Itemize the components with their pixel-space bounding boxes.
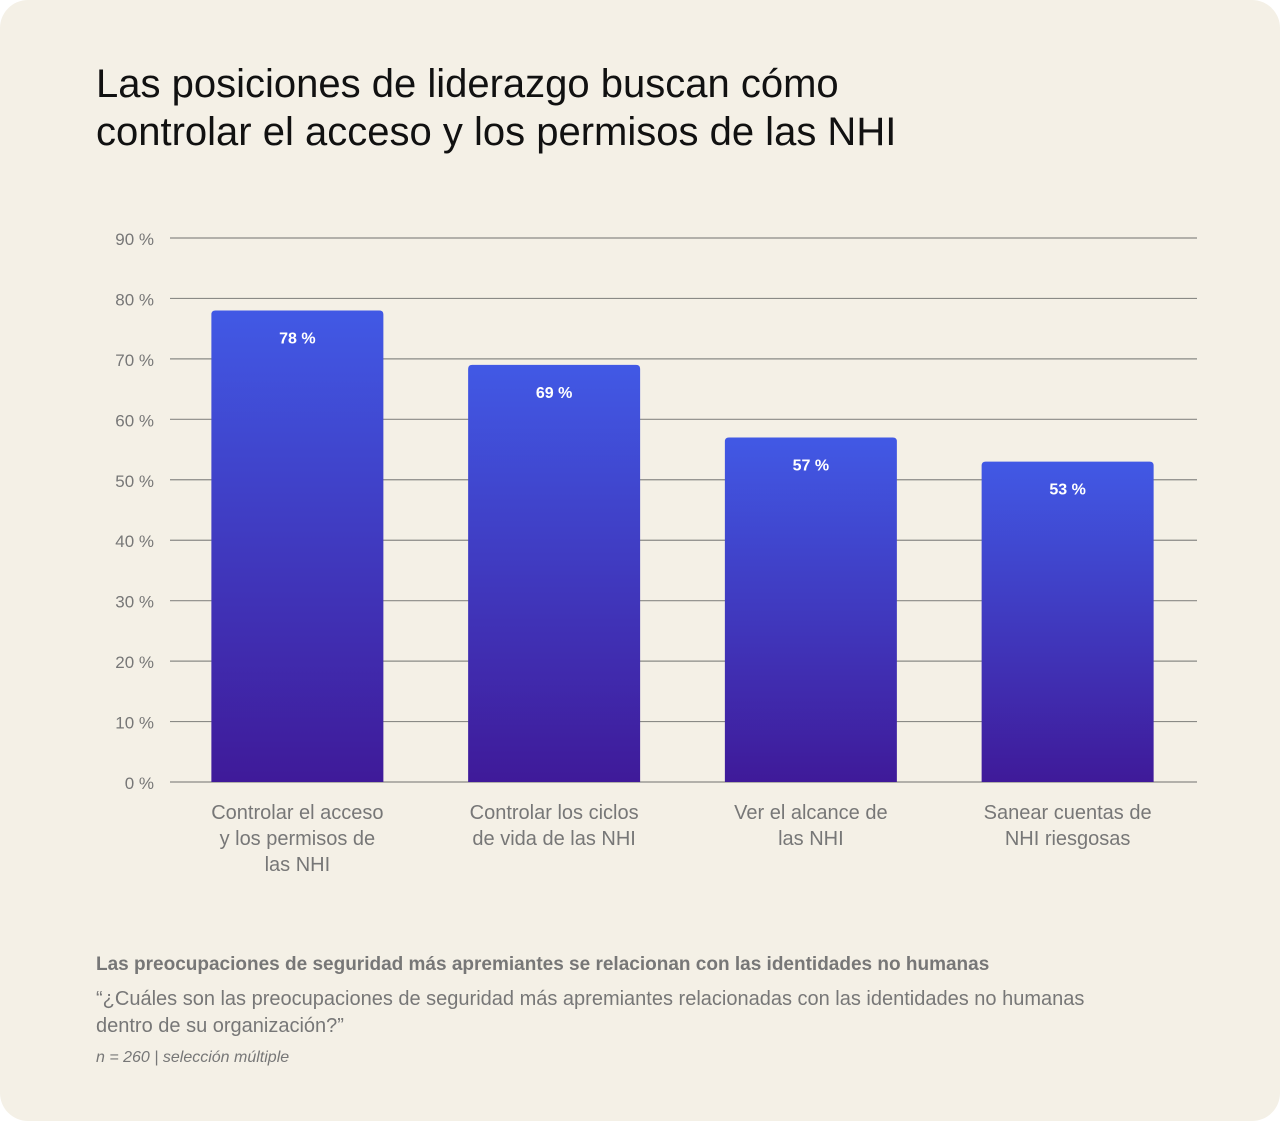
y-tick-label: 20 %: [115, 653, 154, 672]
y-tick-label: 90 %: [115, 230, 154, 249]
chart-title: Las posiciones de liderazgo buscan cómo …: [96, 62, 897, 154]
bar: [981, 461, 1154, 782]
x-tick-label: Controlar el acceso: [211, 802, 383, 824]
x-tick-label: y los permisos de: [220, 828, 376, 850]
x-tick-label: Ver el alcance de: [734, 802, 887, 824]
x-tick-label: Controlar los ciclos: [470, 802, 639, 824]
survey-question: “¿Cuáles son las preocupaciones de segur…: [96, 988, 1085, 1037]
y-tick-label: 50 %: [115, 472, 154, 491]
x-tick-label: Sanear cuentas de: [984, 802, 1152, 824]
bar: [211, 310, 384, 782]
x-tick-label: las NHI: [265, 854, 331, 876]
sample-note: n = 260 | selección múltiple: [96, 1049, 290, 1066]
bar: [724, 437, 897, 782]
data-label: 57 %: [793, 457, 829, 474]
bar: [468, 364, 641, 782]
bar-chart: 0 % 10 % 20 % 30 % 40 % 50 % 60 % 70 % 80 % 90 % 7…: [115, 230, 1197, 876]
y-tick-label: 80 %: [115, 290, 154, 309]
footer-title: Las preocupaciones de seguridad más apre…: [96, 954, 990, 975]
x-tick-label: NHI riesgosas: [1005, 828, 1131, 850]
data-label: 53 %: [1049, 482, 1085, 499]
y-tick-label: 60 %: [115, 411, 154, 430]
y-tick-label: 70 %: [115, 351, 154, 370]
x-tick-label: las NHI: [778, 828, 844, 850]
data-label: 69 %: [536, 385, 572, 402]
y-tick-label: 10 %: [115, 714, 154, 733]
y-tick-label: 30 %: [115, 593, 154, 612]
y-tick-label: 40 %: [115, 532, 154, 551]
y-tick-label: 0 %: [125, 774, 154, 793]
data-label: 78 %: [279, 331, 315, 348]
x-tick-label: de vida de las NHI: [472, 828, 635, 850]
